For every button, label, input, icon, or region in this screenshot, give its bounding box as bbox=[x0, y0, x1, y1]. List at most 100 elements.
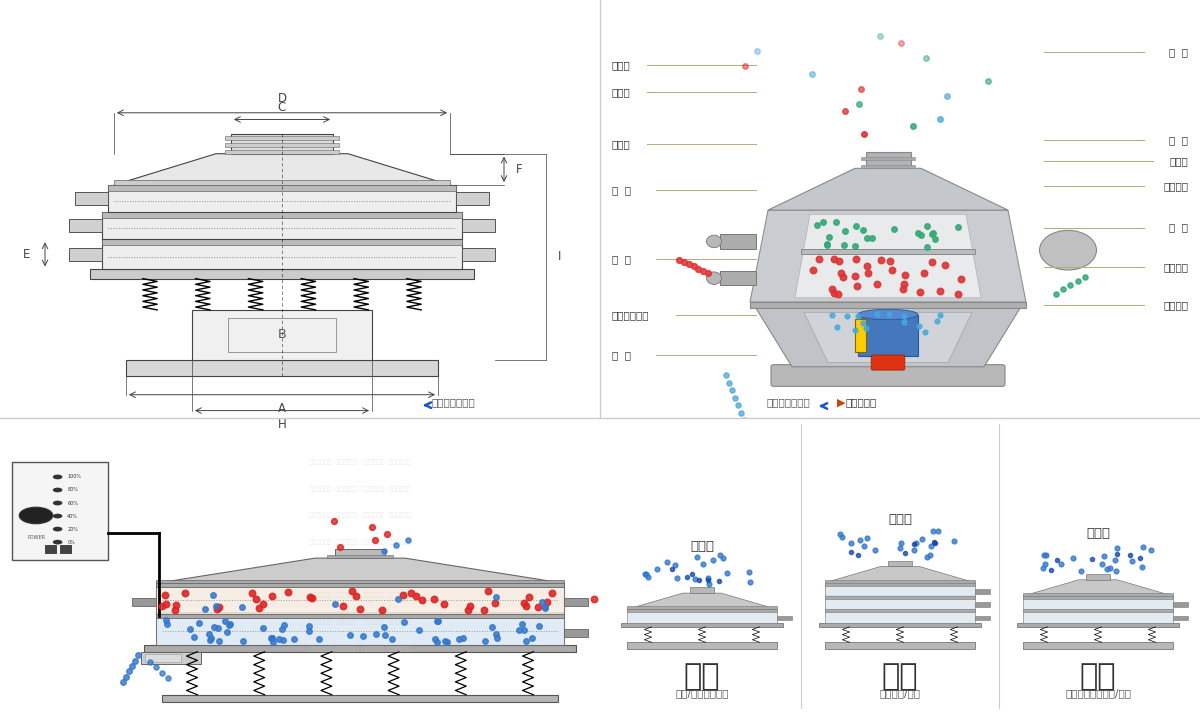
Text: 加重块: 加重块 bbox=[1169, 156, 1188, 166]
Point bbox=[709, 575, 728, 586]
Text: 筛  盘: 筛 盘 bbox=[1169, 223, 1188, 233]
Bar bbox=[1022, 609, 1174, 613]
Point bbox=[859, 268, 878, 279]
Text: 超声波振动筛  超声波振动筛  超声波振动筛  超声波振动筛: 超声波振动筛 超声波振动筛 超声波振动筛 超声波振动筛 bbox=[310, 593, 410, 598]
Point bbox=[1094, 550, 1114, 561]
Point bbox=[1054, 283, 1073, 295]
Bar bbox=[462, 219, 496, 232]
Bar bbox=[1022, 610, 1174, 623]
Bar bbox=[750, 302, 1026, 308]
Point bbox=[427, 636, 446, 648]
Bar bbox=[102, 239, 462, 245]
Point bbox=[881, 255, 900, 266]
Text: I: I bbox=[558, 251, 562, 263]
Point bbox=[865, 545, 884, 556]
Bar bbox=[1086, 574, 1110, 580]
Point bbox=[1036, 558, 1055, 570]
Point bbox=[904, 544, 923, 555]
Point bbox=[394, 589, 413, 600]
Bar bbox=[628, 609, 778, 613]
Point bbox=[716, 369, 736, 381]
Bar bbox=[826, 610, 974, 623]
Point bbox=[871, 254, 890, 266]
Point bbox=[199, 628, 218, 640]
Point bbox=[924, 228, 943, 239]
Point bbox=[152, 600, 172, 612]
Text: 进料口: 进料口 bbox=[612, 60, 631, 70]
Point bbox=[366, 535, 385, 546]
Bar bbox=[564, 598, 588, 606]
Point bbox=[911, 286, 930, 298]
Circle shape bbox=[19, 507, 53, 524]
Text: 上部重锤: 上部重锤 bbox=[1163, 181, 1188, 191]
FancyBboxPatch shape bbox=[772, 365, 1006, 386]
Point bbox=[217, 627, 236, 638]
Text: 20%: 20% bbox=[67, 527, 78, 532]
Text: 100%: 100% bbox=[67, 474, 82, 480]
Point bbox=[374, 545, 394, 556]
Bar bbox=[456, 192, 490, 205]
Point bbox=[1130, 553, 1150, 564]
Point bbox=[410, 625, 430, 636]
Circle shape bbox=[53, 527, 62, 531]
Point bbox=[487, 591, 506, 603]
Text: ▶: ▶ bbox=[838, 397, 846, 407]
Point bbox=[700, 578, 719, 589]
Point bbox=[516, 635, 535, 647]
Point bbox=[474, 604, 493, 615]
Point bbox=[638, 571, 658, 583]
Bar bbox=[60, 545, 71, 553]
Text: 超声波振动筛  超声波振动筛  超声波振动筛  超声波振动筛: 超声波振动筛 超声波振动筛 超声波振动筛 超声波振动筛 bbox=[310, 513, 410, 518]
Point bbox=[407, 590, 426, 601]
Point bbox=[636, 568, 655, 580]
Point bbox=[300, 620, 319, 631]
Point bbox=[812, 217, 832, 228]
Point bbox=[210, 635, 229, 646]
Point bbox=[1134, 541, 1153, 553]
Point bbox=[299, 625, 318, 637]
Bar bbox=[226, 143, 340, 146]
Point bbox=[402, 587, 421, 598]
Point bbox=[904, 539, 923, 550]
Circle shape bbox=[53, 475, 62, 479]
Point bbox=[529, 620, 548, 631]
Bar bbox=[860, 157, 916, 161]
Bar bbox=[826, 643, 974, 649]
Point bbox=[152, 667, 172, 678]
Point bbox=[817, 239, 836, 251]
Point bbox=[841, 538, 860, 549]
Point bbox=[482, 622, 502, 633]
Point bbox=[858, 233, 877, 244]
Point bbox=[736, 60, 755, 71]
Point bbox=[732, 407, 751, 418]
Bar bbox=[226, 150, 340, 154]
Point bbox=[848, 311, 868, 322]
Text: E: E bbox=[23, 248, 31, 261]
Point bbox=[827, 216, 846, 228]
Point bbox=[156, 590, 175, 601]
Point bbox=[832, 267, 851, 278]
Bar bbox=[162, 695, 558, 702]
Bar bbox=[114, 180, 450, 185]
Text: H: H bbox=[277, 418, 287, 431]
Bar bbox=[74, 192, 108, 205]
Bar bbox=[628, 643, 778, 649]
Point bbox=[858, 261, 877, 272]
Point bbox=[658, 556, 677, 568]
Point bbox=[917, 53, 936, 64]
Bar bbox=[228, 318, 336, 352]
Point bbox=[922, 540, 941, 552]
Bar bbox=[142, 653, 202, 663]
Point bbox=[1142, 545, 1162, 556]
Point bbox=[341, 629, 360, 640]
Point bbox=[684, 261, 703, 272]
Point bbox=[698, 573, 718, 584]
Bar bbox=[1022, 595, 1174, 599]
Point bbox=[894, 283, 913, 295]
Text: 外形尺寸示意图: 外形尺寸示意图 bbox=[767, 397, 810, 407]
FancyBboxPatch shape bbox=[871, 355, 905, 370]
Point bbox=[262, 632, 281, 643]
Point bbox=[263, 632, 282, 643]
Bar bbox=[826, 597, 974, 610]
Point bbox=[246, 593, 265, 605]
